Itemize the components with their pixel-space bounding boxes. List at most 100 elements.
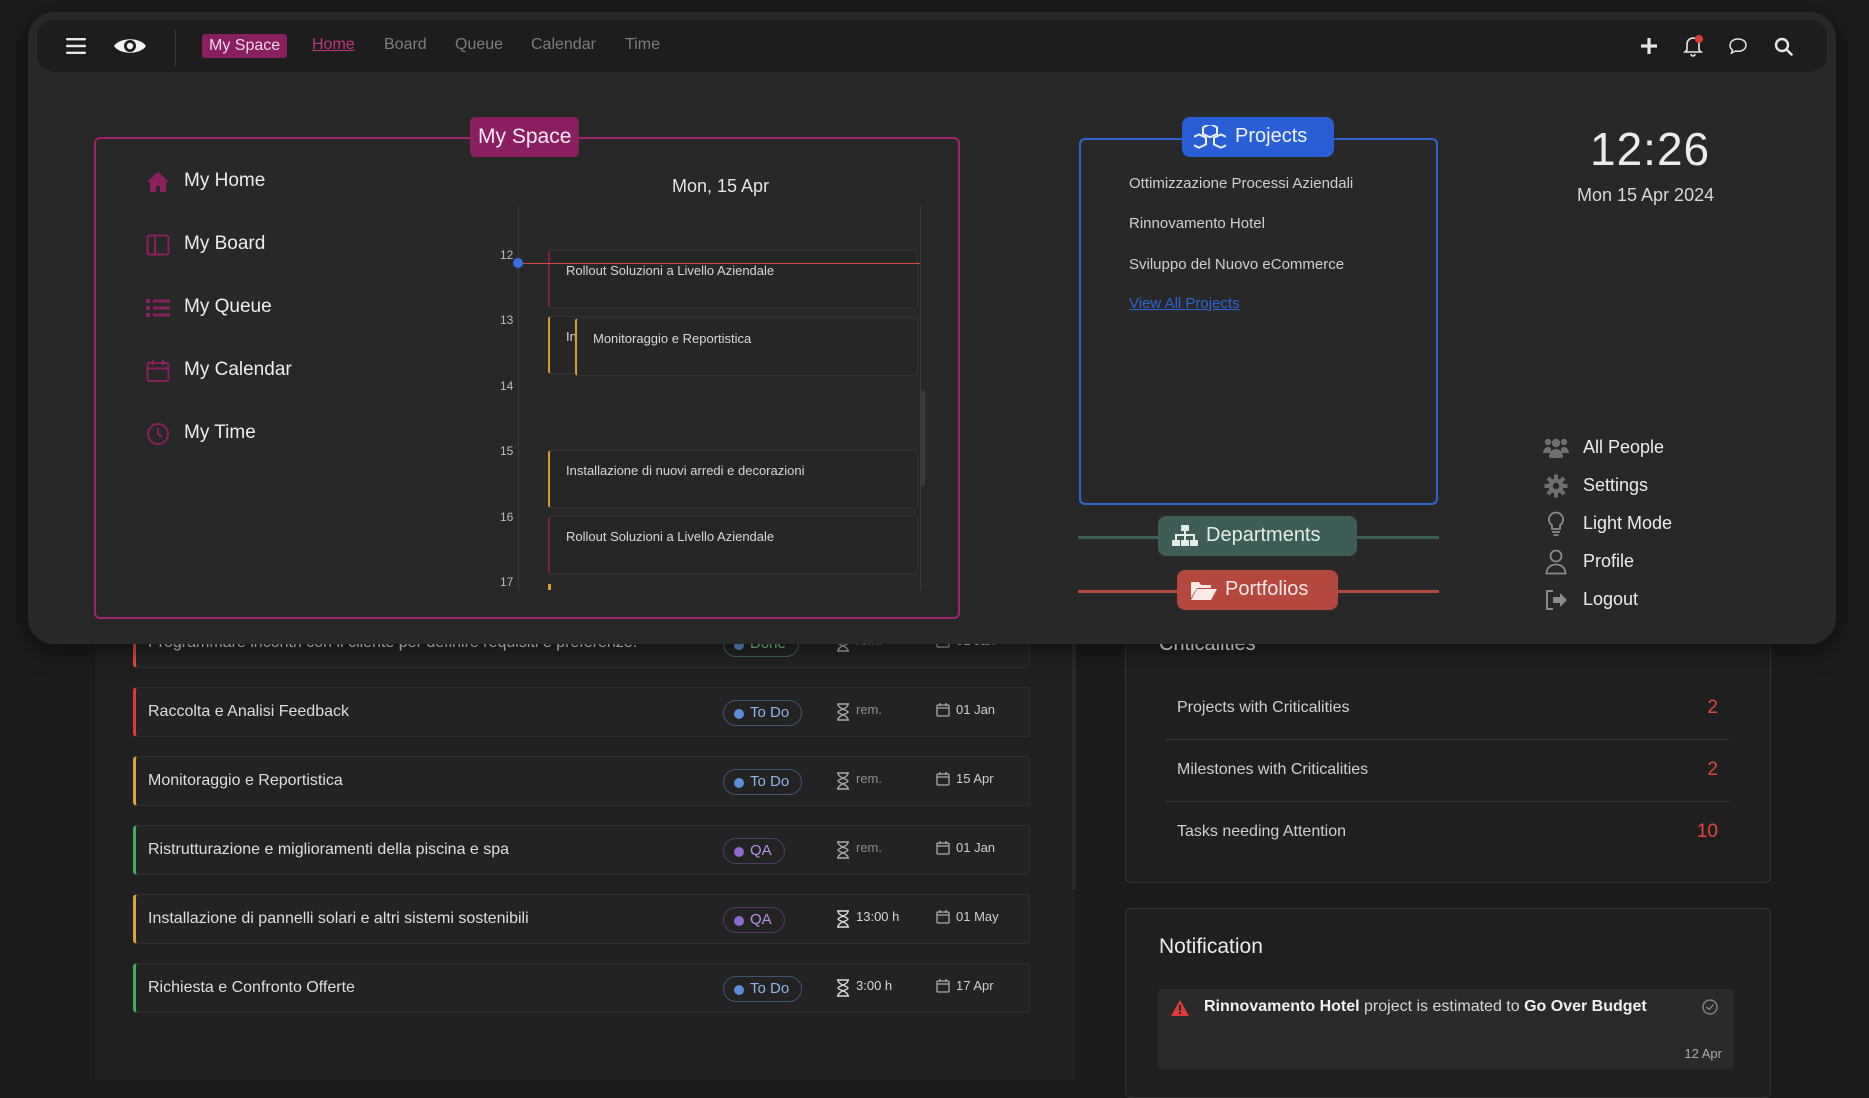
criticality-count: 2 — [1707, 697, 1718, 718]
calendar-icon — [936, 910, 950, 924]
criticality-count: 10 — [1696, 821, 1718, 842]
task-remaining: 13:00 h — [856, 909, 900, 924]
home-icon — [147, 172, 169, 192]
nav-home[interactable]: Home — [312, 36, 355, 53]
task-date: 17 Apr — [956, 978, 994, 993]
task-date: 01 May — [956, 909, 999, 924]
notification-status: Go Over Budget — [1524, 998, 1647, 1015]
profile-label: Profile — [1583, 551, 1635, 571]
task-row[interactable]: Installazione di pannelli solari e altri… — [133, 894, 1030, 944]
task-date: 01 Jan — [956, 840, 996, 855]
calendar-right-edge — [920, 207, 921, 591]
view-all-projects-link[interactable]: View All Projects — [1129, 295, 1240, 312]
sitemap-icon — [1172, 525, 1198, 546]
calendar-day-header: Mon, 15 Apr — [672, 176, 770, 196]
projects-title: Projects — [1235, 125, 1308, 147]
logo-icon[interactable] — [112, 34, 148, 58]
plus-icon[interactable] — [1640, 37, 1658, 55]
event-title: Monitoraggio e Reportistica — [593, 331, 752, 346]
calendar-scrollbar[interactable] — [921, 390, 925, 486]
hour-label: 13 — [500, 313, 514, 327]
nav-queue[interactable]: Queue — [455, 36, 504, 53]
top-navbar — [37, 20, 1827, 72]
bell-icon[interactable] — [1683, 35, 1703, 57]
calendar-event[interactable]: Monitoraggio e Reportistica — [575, 318, 918, 376]
project-link[interactable]: Sviluppo del Nuovo eCommerce — [1129, 256, 1345, 273]
hourglass-icon — [837, 772, 849, 790]
hour-label: 16 — [500, 510, 514, 524]
status-badge: QA — [723, 838, 785, 864]
logout-icon — [1546, 590, 1567, 610]
calendar-event-partial — [548, 584, 551, 590]
users-icon — [1543, 438, 1569, 458]
nav-board[interactable]: Board — [384, 36, 427, 53]
criticality-row[interactable]: Tasks needing Attention 10 — [1165, 803, 1730, 864]
calendar-icon — [936, 841, 950, 855]
check-circle-icon[interactable] — [1702, 999, 1718, 1015]
hourglass-icon — [837, 703, 849, 721]
criticality-row[interactable]: Milestones with Criticalities 2 — [1165, 741, 1730, 802]
hourglass-icon — [837, 910, 849, 928]
task-remaining: rem. — [856, 840, 882, 855]
task-remaining: rem. — [856, 702, 882, 717]
menu-overlay — [28, 12, 1836, 644]
light-mode-label: Light Mode — [1583, 513, 1673, 533]
calendar-time-axis — [518, 207, 519, 591]
chat-icon[interactable] — [1728, 37, 1748, 55]
event-title: In — [566, 329, 577, 344]
event-title: Rollout Soluzioni a Livello Aziendale — [566, 529, 775, 544]
calendar-event[interactable]: Rollout Soluzioni a Livello Aziendale — [548, 250, 918, 308]
my-calendar-label: My Calendar — [184, 359, 292, 380]
task-title: Installazione di pannelli solari e altri… — [148, 910, 529, 927]
status-badge: To Do — [723, 769, 803, 795]
task-row[interactable]: Richiesta e Confronto Offerte To Do 3:00… — [133, 963, 1030, 1013]
criticality-label: Milestones with Criticalities — [1177, 761, 1369, 778]
task-remaining: 3:00 h — [856, 978, 893, 993]
project-link[interactable]: Ottimizzazione Processi Aziendali — [1129, 175, 1354, 192]
calendar-icon — [936, 703, 950, 717]
gear-icon — [1544, 474, 1568, 498]
logout-label: Logout — [1583, 589, 1639, 609]
calendar-icon — [936, 979, 950, 993]
projects-panel — [1079, 138, 1438, 505]
task-row[interactable]: Raccolta e Analisi Feedback To Do rem. 0… — [133, 687, 1030, 737]
list-icon — [146, 299, 170, 317]
clock-date: Mon 15 Apr 2024 — [1577, 185, 1715, 205]
hamburger-icon[interactable] — [66, 37, 86, 55]
projects-button[interactable]: Projects — [1182, 117, 1334, 157]
calendar-event[interactable]: Rollout Soluzioni a Livello Aziendale — [548, 516, 918, 574]
portfolios-button[interactable]: Portfolios — [1177, 570, 1338, 610]
board-icon — [146, 234, 170, 256]
calendar-event[interactable]: Installazione di nuovi arredi e decorazi… — [548, 450, 918, 508]
criticality-row[interactable]: Projects with Criticalities 2 — [1165, 679, 1730, 740]
my-space-title: My Space — [470, 117, 580, 157]
notification-item[interactable]: Rinnovamento Hotel project is estimated … — [1158, 989, 1734, 1069]
task-row[interactable]: Monitoraggio e Reportistica To Do rem. 1… — [133, 756, 1030, 806]
current-time-dot — [513, 258, 523, 268]
notification-project: Rinnovamento Hotel — [1204, 998, 1360, 1015]
criticality-count: 2 — [1707, 759, 1718, 780]
nav-calendar[interactable]: Calendar — [531, 36, 596, 53]
task-title: Richiesta e Confronto Offerte — [148, 979, 355, 996]
notification-date: 12 Apr — [1684, 1046, 1722, 1061]
folder-open-icon — [1191, 582, 1217, 600]
portfolios-title: Portfolios — [1225, 578, 1309, 600]
event-title: Rollout Soluzioni a Livello Aziendale — [566, 263, 775, 278]
task-date: 15 Apr — [956, 771, 994, 786]
project-link[interactable]: Rinnovamento Hotel — [1129, 215, 1265, 232]
status-badge: QA — [723, 907, 785, 933]
my-queue-label: My Queue — [184, 296, 272, 317]
search-icon[interactable] — [1774, 37, 1793, 56]
my-space-pill[interactable]: My Space — [202, 34, 288, 58]
task-row[interactable]: Ristrutturazione e miglioramenti della p… — [133, 825, 1030, 875]
calendar-icon — [936, 772, 950, 786]
clock-time: 12:26 — [1590, 123, 1711, 175]
nav-time[interactable]: Time — [625, 36, 660, 53]
warning-icon — [1171, 1000, 1189, 1016]
settings-label: Settings — [1583, 475, 1649, 495]
topbar-divider — [175, 30, 176, 66]
departments-button[interactable]: Departments — [1158, 516, 1357, 556]
status-badge: To Do — [723, 976, 803, 1002]
criticality-label: Tasks needing Attention — [1177, 823, 1347, 840]
lightbulb-icon — [1548, 511, 1564, 536]
